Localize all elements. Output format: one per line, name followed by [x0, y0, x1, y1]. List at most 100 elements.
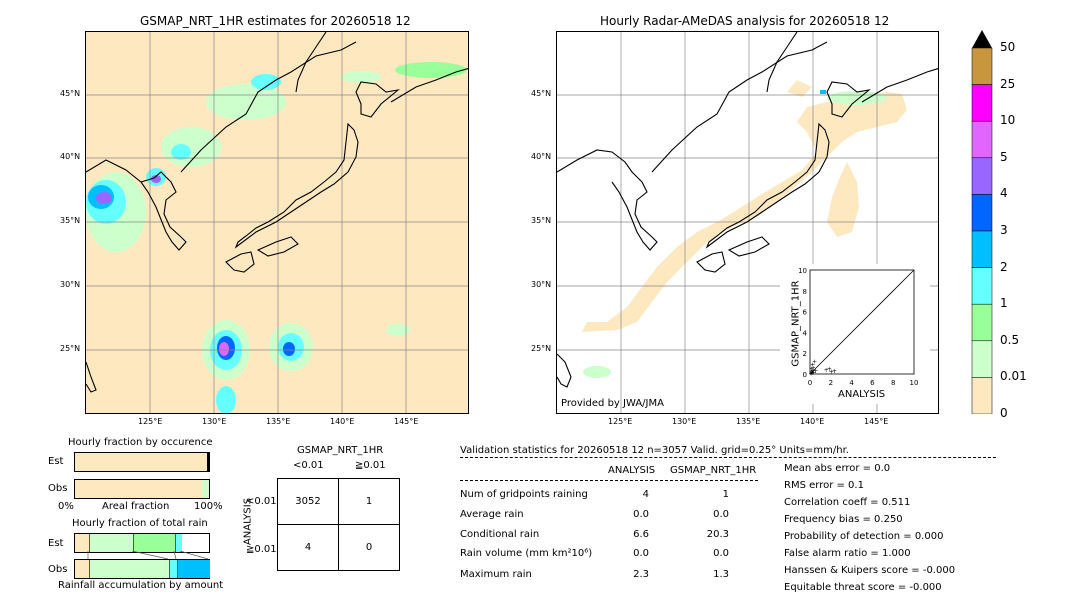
contingency-row-0: <0.01 [246, 496, 277, 507]
left-lat-40: 40°N [60, 152, 81, 161]
colorbar-svg [971, 30, 993, 415]
total-rain-row-obs: Obs [48, 564, 68, 575]
left-map-grid [86, 32, 468, 413]
colorbar-tick-label: 4 [1000, 186, 1008, 201]
left-map-svg [86, 32, 468, 413]
total-rain-obs-bar [74, 559, 210, 579]
contingency-table: 3052 1 4 0 [277, 478, 400, 571]
right-lat-25: 25°N [531, 344, 552, 353]
scatter-point: + [832, 368, 837, 375]
colorbar-tick-label: 0.5 [1000, 332, 1020, 347]
validation-header: Validation statistics for 20260518 12 n=… [460, 445, 849, 456]
scatter-point: + [810, 370, 815, 377]
occurrence-x-left: 0% [58, 501, 74, 512]
validation-score-2: Correlation coeff = 0.511 [784, 497, 911, 508]
validation-row-label-3: Rain volume (mm km²10⁶) [460, 548, 593, 559]
scatter-point: + [809, 370, 814, 377]
validation-row-label-2: Conditional rain [460, 529, 540, 540]
right-map-credit: Provided by JWA/JMA [561, 398, 664, 409]
scatter-point: + [811, 365, 816, 372]
left-lat-30: 30°N [60, 280, 81, 289]
right-lon-125: 125°E [608, 417, 633, 426]
colorbar-tick-label: 5 [1000, 149, 1008, 164]
validation-row-g-3: 0.0 [713, 548, 729, 559]
occurrence-row-est: Est [48, 456, 64, 467]
colorbar-swatch [971, 230, 993, 268]
colorbar-swatch [971, 340, 993, 378]
contingency-cell-00: 3052 [277, 478, 339, 525]
validation-score-1: RMS error = 0.1 [784, 480, 864, 491]
contingency-col-0: <0.01 [293, 460, 324, 471]
scatter-point: + [810, 362, 815, 369]
colorbar-swatch [971, 194, 993, 232]
contingency-title: GSMAP_NRT_1HR [297, 445, 384, 456]
validation-score-6: Hanssen & Kuipers score = -0.000 [784, 565, 956, 576]
left-map-rain [86, 62, 467, 413]
occurrence-title: Hourly fraction by occurence [68, 437, 213, 448]
colorbar-tick-label: 3 [1000, 223, 1008, 237]
occurrence-est-bar [74, 452, 210, 472]
scatter-xlabel: ANALYSIS [838, 389, 886, 400]
colorbar-tick-label: 50 [1000, 40, 1016, 54]
left-map-coastlines [86, 32, 468, 393]
validation-col-gsmap: GSMAP_NRT_1HR [670, 465, 757, 476]
validation-row-a-0: 4 [642, 489, 649, 500]
scatter-inset: + + + + + + + + + + + + + + 0 2 4 6 8 10 0 2 4 6 8 10 [780, 264, 930, 404]
scatter-y-tick: 2 [803, 350, 807, 358]
total-rain-title: Hourly fraction of total rain [72, 518, 208, 529]
right-lon-135: 135°E [736, 417, 761, 426]
scatter-point: + [813, 368, 818, 375]
scatter-x-tick: 8 [891, 379, 895, 387]
right-lat-40: 40°N [531, 152, 552, 161]
right-lon-130: 130°E [672, 417, 697, 426]
left-lon-125: 125°E [138, 417, 163, 426]
validation-row-g-4: 1.3 [713, 569, 729, 580]
validation-row-a-4: 2.3 [633, 569, 649, 580]
colorbar-swatch [971, 157, 993, 195]
scatter-point: + [829, 368, 834, 375]
scatter-point: + [810, 367, 815, 374]
occurrence-obs-bar [74, 479, 210, 499]
right-map-svg [557, 32, 938, 413]
colorbar-swatch [971, 303, 993, 342]
colorbar-tick-label: 2 [1000, 259, 1008, 274]
colorbar-swatch [971, 84, 993, 122]
validation-row-a-1: 0.0 [633, 509, 649, 520]
validation-score-7: Equitable threat score = -0.000 [784, 582, 942, 593]
right-lon-140: 140°E [800, 417, 825, 426]
scatter-y-tick: 8 [803, 288, 807, 296]
scatter-x-tick: 10 [910, 379, 919, 387]
occurrence-x-mid: Areal fraction [102, 501, 170, 512]
contingency-col-1: ≧0.01 [355, 460, 386, 471]
left-lat-25: 25°N [60, 344, 81, 353]
colorbar [970, 30, 994, 415]
colorbar-tick-label: 0.01 [1000, 369, 1027, 384]
right-lon-145: 145°E [864, 417, 889, 426]
validation-row-g-0: 1 [722, 489, 729, 500]
colorbar-swatch [971, 267, 993, 305]
validation-score-0: Mean abs error = 0.0 [784, 463, 891, 474]
left-lon-135: 135°E [266, 417, 291, 426]
right-map-title: Hourly Radar-AMeDAS analysis for 2026051… [600, 14, 890, 28]
total-rain-est-bar [74, 533, 210, 553]
scatter-x-tick: 4 [849, 379, 854, 387]
right-map-light-rain [583, 90, 887, 378]
right-map-coverage [582, 80, 907, 332]
left-map-title: GSMAP_NRT_1HR estimates for 20260518 12 [140, 14, 411, 28]
left-lon-140: 140°E [330, 417, 355, 426]
scatter-point: + [809, 366, 814, 373]
left-lon-145: 145°E [394, 417, 419, 426]
colorbar-tick-label: 0 [1000, 406, 1008, 420]
contingency-row-1: ≧0.01 [246, 544, 277, 555]
right-lat-30: 30°N [531, 280, 552, 289]
colorbar-tick-label: 1 [1000, 296, 1008, 311]
contingency-cell-01: 1 [338, 478, 400, 525]
scatter-x-tick: 0 [808, 379, 812, 387]
scatter-x-tick: 2 [829, 379, 833, 387]
occurrence-x-right: 100% [194, 501, 223, 512]
colorbar-swatch [971, 377, 993, 415]
colorbar-swatch [971, 120, 993, 159]
contingency-cell-10: 4 [277, 524, 339, 571]
left-lat-45: 45°N [60, 89, 81, 98]
validation-row-g-1: 0.0 [713, 509, 729, 520]
